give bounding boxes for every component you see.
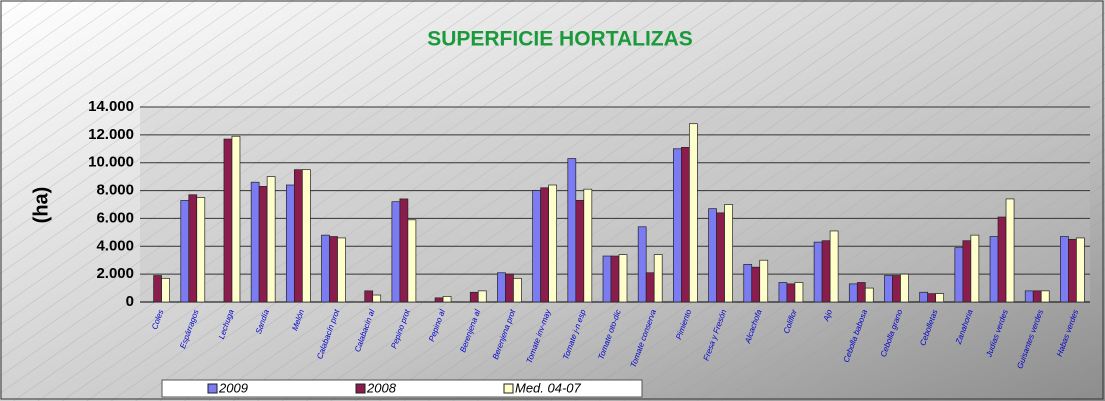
bar [329,236,338,303]
bar [821,240,831,303]
bar [884,275,893,303]
bar [153,275,162,303]
y-tick-label: 4.000 [96,237,134,254]
y-tick-label: 2.000 [96,265,134,282]
legend-label: 2008 [366,380,397,395]
bar [1040,290,1050,303]
y-tick-label: 6.000 [96,209,134,226]
y-tick-label: 0 [126,293,134,310]
bar [743,264,753,303]
y-tick-label: 12.000 [88,126,134,143]
legend [161,379,643,398]
bar [505,273,514,303]
bar [532,190,541,303]
bar [1060,236,1069,303]
bar [673,148,682,303]
bar [724,204,733,303]
bar [477,290,487,303]
legend-swatch [503,383,514,394]
bar [364,290,374,303]
bar [583,188,593,303]
bar [989,236,999,303]
bar [954,247,964,303]
bar [1076,237,1085,303]
bar [716,212,725,303]
bar [1005,198,1015,303]
bar [645,272,655,303]
bar [689,123,698,303]
bar [1068,238,1077,303]
bar [407,219,417,303]
bar [900,273,909,303]
bar [618,254,628,303]
bar [293,169,303,303]
bar [399,198,409,303]
bar [223,138,233,303]
bar [266,176,276,303]
legend-swatch [355,383,366,394]
bar [813,241,823,303]
legend-label: Med. 04-07 [515,380,582,395]
bar [575,199,585,303]
bar [161,277,170,303]
bar [434,297,444,303]
x-tick-label: Ajo [821,308,834,323]
bar [513,277,522,303]
bar [829,230,839,303]
bar [250,181,260,303]
bar [391,201,401,303]
bar [602,255,612,303]
y-tick-label: 8.000 [96,182,134,199]
bar [997,216,1007,303]
bar [759,259,769,303]
bar [864,287,874,303]
y-axis-label: (ha) [30,187,52,224]
bar [637,226,647,303]
legend-label: 2009 [218,380,248,395]
bar [892,275,901,303]
bar [786,283,796,303]
bar [442,296,452,303]
bar [848,283,858,303]
bar [301,169,311,303]
bar [258,186,268,303]
bar [1032,290,1042,303]
plot-area [140,107,1090,302]
bar [337,237,346,303]
bar [180,199,190,303]
bar [188,194,198,303]
bar [962,240,972,303]
bar [372,294,382,303]
bar [927,293,937,303]
bar [497,272,506,303]
bar [196,197,206,303]
bar [653,254,663,303]
y-tick-label: 14.000 [88,98,134,115]
bar [919,291,929,303]
bar [231,135,241,303]
bar [681,147,690,303]
bar [540,187,549,303]
bar [970,234,980,303]
bar [567,158,577,303]
bar [610,255,620,303]
bar [1024,290,1034,303]
bar [794,282,804,303]
bar [751,266,761,303]
chart-title: SUPERFICIE HORTALIZAS [427,28,693,51]
bar [285,184,295,303]
bar [935,293,945,303]
bar [778,282,788,303]
bar [708,208,717,303]
y-tick-label: 10.000 [88,154,134,171]
bar [548,184,557,303]
bar [321,234,330,303]
bar [856,282,866,303]
bar [469,291,479,303]
legend-swatch [207,383,218,394]
